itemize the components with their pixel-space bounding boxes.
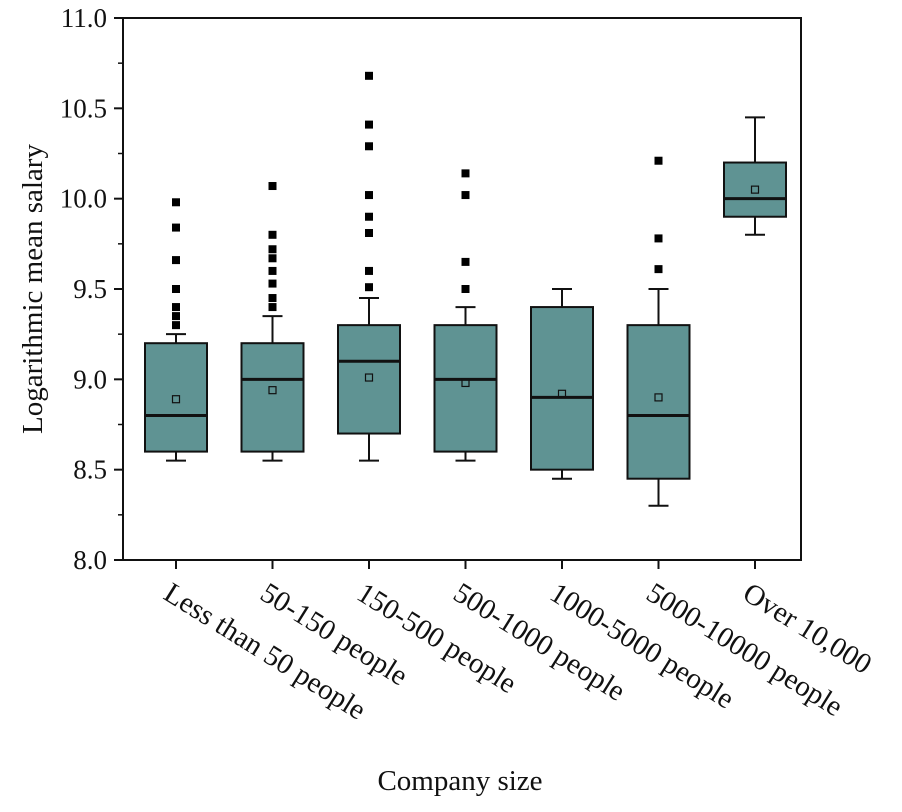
box-iqr <box>530 306 594 471</box>
outlier-point <box>268 230 277 239</box>
outlier-point <box>268 245 277 254</box>
outlier-point <box>461 285 470 293</box>
outlier-point <box>654 265 663 274</box>
mean-marker <box>461 378 470 388</box>
outlier-point <box>268 294 277 303</box>
box-iqr <box>240 342 305 453</box>
outlier-point <box>654 234 663 243</box>
box-group <box>337 71 401 462</box>
outlier-point <box>268 279 277 288</box>
mean-marker <box>654 393 663 402</box>
box-group <box>530 288 594 480</box>
box-iqr <box>433 324 498 453</box>
y-tick-label: 10.0 <box>60 184 107 214</box>
x-category-label: 150-500 people <box>351 577 522 700</box>
y-tick-label: 11.0 <box>61 3 107 33</box>
x-category-label: 500-1000 people <box>448 577 631 708</box>
outlier-point <box>365 191 373 200</box>
mean-marker <box>557 389 567 398</box>
y-tick-label: 9.5 <box>73 274 107 304</box>
mean-marker <box>750 185 760 194</box>
outlier-point <box>654 156 663 165</box>
outlier-point <box>268 254 277 263</box>
mean-marker <box>171 395 181 404</box>
y-tick-label: 10.5 <box>60 93 107 123</box>
outlier-point <box>172 321 180 330</box>
box-iqr <box>144 342 208 453</box>
x-axis-title: Company size <box>377 765 542 797</box>
outlier-point <box>365 71 373 80</box>
outlier-point <box>268 266 277 275</box>
outlier-point <box>172 312 180 321</box>
outlier-point <box>172 223 180 232</box>
box-iqr <box>337 324 401 435</box>
outlier-point <box>365 212 373 221</box>
outlier-point <box>172 303 180 312</box>
box-group <box>626 156 691 507</box>
outlier-point <box>461 191 470 200</box>
outlier-point <box>461 257 470 266</box>
outlier-point <box>365 120 373 129</box>
box-group <box>240 182 305 462</box>
mean-marker <box>268 386 277 395</box>
outlier-point <box>268 182 277 191</box>
outlier-point <box>365 283 373 292</box>
y-tick-label: 8.5 <box>73 455 107 485</box>
outlier-point <box>172 285 180 293</box>
outlier-point <box>461 169 470 178</box>
y-tick-label: 8.0 <box>73 545 107 575</box>
mean-marker <box>364 373 374 382</box>
outlier-point <box>365 228 373 237</box>
box-iqr <box>723 161 787 218</box>
outlier-point <box>365 142 373 151</box>
outlier-point <box>172 256 180 265</box>
outlier-point <box>268 303 277 312</box>
box-iqr <box>626 324 691 480</box>
outlier-point <box>365 266 373 275</box>
box-group <box>144 198 208 462</box>
box-group <box>433 169 498 462</box>
outlier-point <box>172 198 180 207</box>
box-group <box>723 116 787 236</box>
y-tick-label: 9.0 <box>73 364 107 394</box>
y-axis-title: Logarithmic mean salary <box>17 144 49 434</box>
